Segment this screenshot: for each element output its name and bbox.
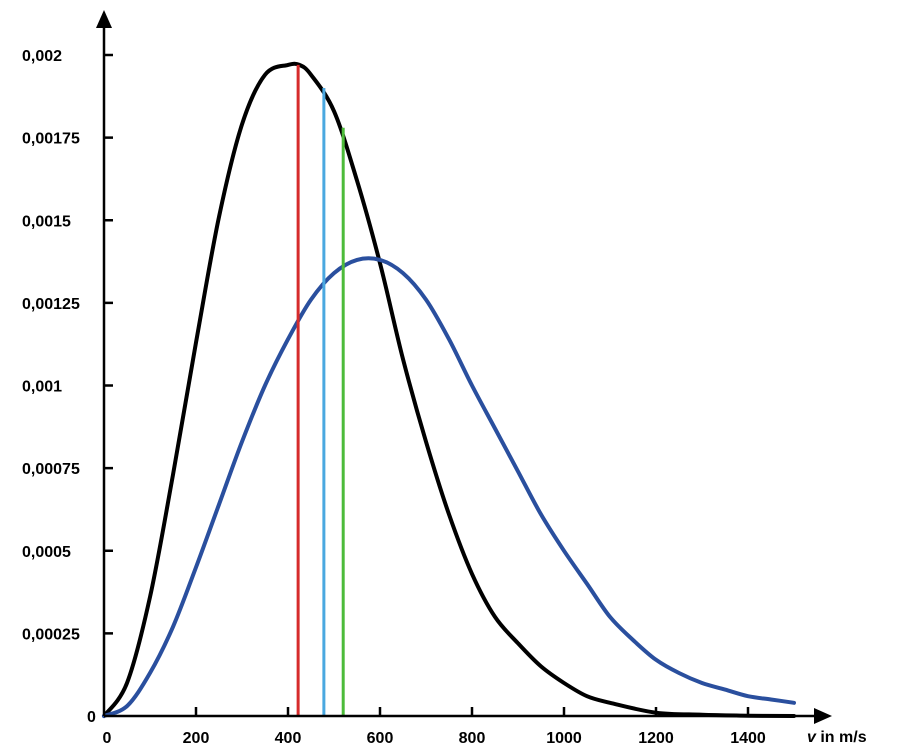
x-tick-label: 1000 bbox=[546, 730, 582, 747]
y-tick-label: 0,0015 bbox=[22, 213, 71, 230]
axes bbox=[96, 10, 832, 724]
x-axis-label-variable: v bbox=[807, 729, 817, 746]
y-tick-label: 0,00025 bbox=[22, 626, 80, 643]
x-axis-label: v in m/s bbox=[807, 729, 867, 746]
series-line-1 bbox=[102, 256, 796, 718]
x-tick-label: 1400 bbox=[730, 730, 766, 747]
y-tick-label: 0 bbox=[87, 709, 96, 726]
x-tick-label: 600 bbox=[367, 730, 394, 747]
y-tick-label: 0,00125 bbox=[22, 296, 80, 313]
y-axis-arrow-icon bbox=[96, 10, 112, 28]
series-line-0 bbox=[102, 61, 796, 718]
ticks: 0 200 400 600 800 1000 1200 1400 0 0,00025 0,0005 0… bbox=[22, 48, 766, 747]
x-tick-label: 1200 bbox=[638, 730, 674, 747]
x-tick-label: 200 bbox=[183, 730, 210, 747]
y-tick-label: 0,00075 bbox=[22, 461, 80, 478]
y-tick-label: 0,001 bbox=[22, 379, 62, 396]
x-axis-label-unit: in m/s bbox=[816, 729, 867, 746]
y-tick-label: 0,00175 bbox=[22, 131, 80, 148]
x-tick-label: 400 bbox=[275, 730, 302, 747]
y-tick-label: 0,0005 bbox=[22, 544, 71, 561]
x-tick-label: 0 bbox=[103, 730, 112, 747]
x-tick-label: 800 bbox=[459, 730, 486, 747]
vertical-lines-layer bbox=[296, 64, 345, 716]
y-tick-label: 0,002 bbox=[22, 48, 62, 65]
x-axis-arrow-icon bbox=[814, 708, 832, 724]
series-layer bbox=[102, 61, 796, 718]
